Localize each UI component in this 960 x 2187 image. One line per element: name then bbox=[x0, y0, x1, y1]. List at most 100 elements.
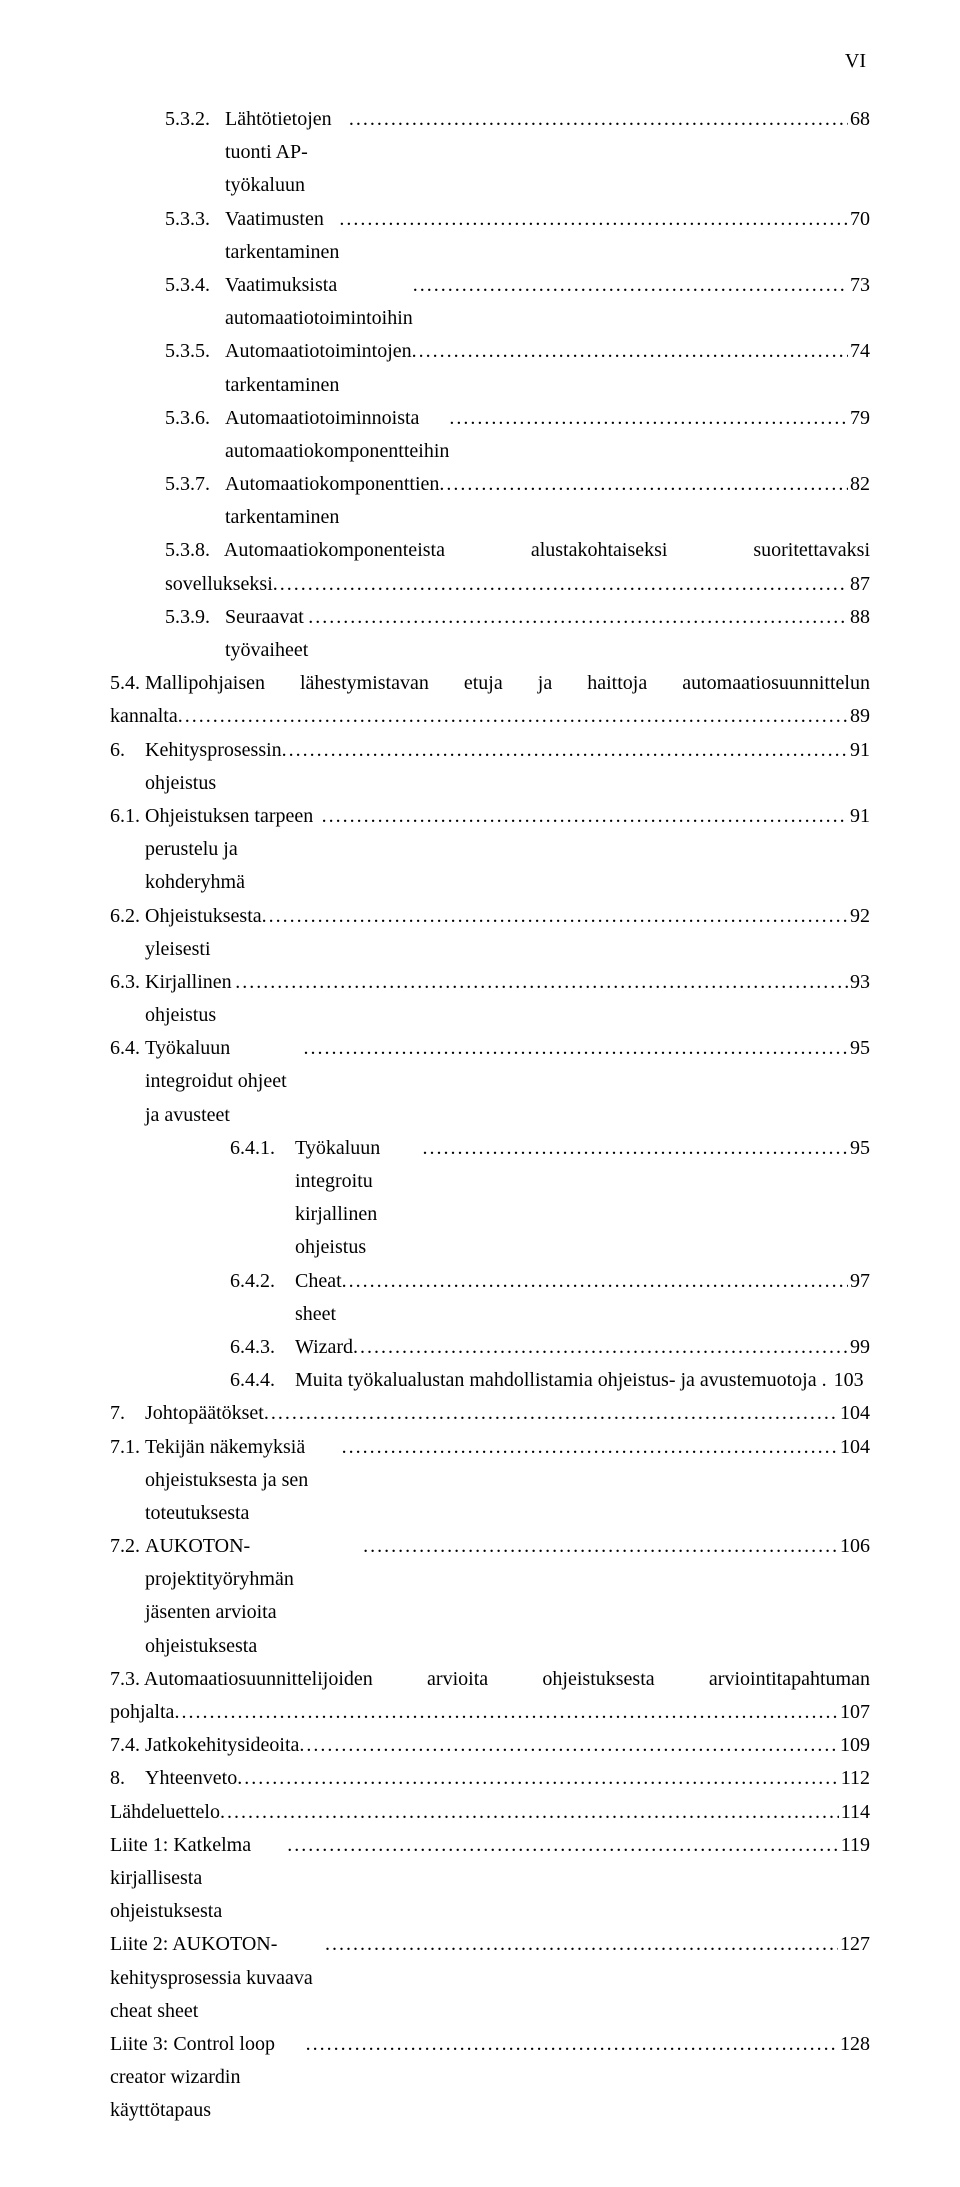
page-number: VI bbox=[110, 50, 870, 73]
toc-leader bbox=[422, 1132, 848, 1165]
toc-entry: 6.4.3. Wizard 99 bbox=[110, 1331, 870, 1364]
toc-entry-page: 99 bbox=[848, 1331, 870, 1364]
toc-entry-page: 107 bbox=[838, 1696, 870, 1729]
toc-entry-label: 6.4.4. bbox=[230, 1364, 295, 1397]
toc-leader bbox=[178, 700, 848, 733]
toc-leader bbox=[339, 203, 848, 236]
toc-entry-title-cont: kannalta bbox=[110, 700, 178, 733]
toc-entry-page: 95 bbox=[848, 1032, 870, 1065]
toc-entry-title: Cheat sheet bbox=[295, 1265, 342, 1331]
toc-entry-title: AUKOTON-projektityöryhmän jäsenten arvio… bbox=[145, 1530, 363, 1663]
toc-entry-page: 74 bbox=[848, 335, 870, 368]
toc-entry-line2: sovellukseksi 87 bbox=[165, 568, 870, 601]
toc-entry-page: 92 bbox=[848, 900, 870, 933]
toc-entry-page: 104 bbox=[838, 1431, 870, 1464]
toc-entry-label: 6.4.3. bbox=[230, 1331, 295, 1364]
toc-entry-page: 104 bbox=[838, 1397, 870, 1430]
toc-entry-title: Ohjeistuksen tarpeen perustelu ja kohder… bbox=[145, 800, 322, 900]
toc-entry-title: Tekijän näkemyksiä ohjeistuksesta ja sen… bbox=[145, 1431, 342, 1531]
toc-entry-title: Lähtötietojen tuonti AP-työkaluun bbox=[225, 103, 349, 203]
toc-entry-title: Jatkokehitysideoita bbox=[145, 1729, 299, 1762]
toc-entry-word: suoritettavaksi bbox=[753, 534, 870, 567]
toc-entry-page: 91 bbox=[848, 734, 870, 767]
toc-leader bbox=[325, 1928, 838, 1961]
toc-entry-page: 127 bbox=[838, 1928, 870, 1961]
toc-entry: Liite 3: Control loop creator wizardin k… bbox=[110, 2028, 870, 2128]
toc-entry-page: 119 bbox=[839, 1829, 870, 1862]
toc-entry-label: 6.4. bbox=[110, 1032, 145, 1065]
toc-entry-word: arviointitapahtuman bbox=[709, 1663, 870, 1696]
toc-entry-label: 7.1. bbox=[110, 1431, 145, 1464]
toc-leader bbox=[322, 800, 848, 833]
toc-entry-page: 109 bbox=[838, 1729, 870, 1762]
toc-entry: Liite 1: Katkelma kirjallisesta ohjeistu… bbox=[110, 1829, 870, 1929]
toc-entry-title: Muita työkalualustan mahdollistamia ohje… bbox=[295, 1364, 817, 1397]
toc-entry-line2: pohjalta107 bbox=[110, 1696, 870, 1729]
toc-leader bbox=[439, 468, 848, 501]
toc-entry-page: 91 bbox=[848, 800, 870, 833]
toc-entry-label: 6.2. bbox=[110, 900, 145, 933]
toc-entry-title: Automaatiotoiminnoista automaatiokompone… bbox=[225, 402, 449, 468]
toc-entry-title: Liite 3: Control loop creator wizardin k… bbox=[110, 2028, 306, 2128]
toc-entry: Liite 2: AUKOTON-kehitysprosessia kuvaav… bbox=[110, 1928, 870, 2028]
toc-entry-page: 68 bbox=[848, 103, 870, 136]
toc-leader bbox=[264, 1397, 838, 1430]
toc-entry-word: ohjeistuksesta bbox=[542, 1663, 654, 1696]
toc-entry-separator: . bbox=[817, 1364, 832, 1397]
toc-entry-title: Kirjallinen ohjeistus bbox=[145, 966, 235, 1032]
toc-entry: 6.4.1. Työkaluun integroitu kirjallinen … bbox=[110, 1132, 870, 1265]
toc-leader bbox=[220, 1796, 839, 1829]
toc-entry-label: 6.4.2. bbox=[230, 1265, 295, 1298]
toc-leader bbox=[235, 966, 848, 999]
toc-entry-label: 5.3.6. bbox=[165, 402, 225, 435]
toc-leader bbox=[282, 734, 848, 767]
toc-entry-label: 5.3.5. bbox=[165, 335, 225, 368]
toc-entry: 5.3.4. Vaatimuksista automaatiotoimintoi… bbox=[110, 269, 870, 335]
toc-entry-page: 128 bbox=[838, 2028, 870, 2061]
toc-entry-word: alustakohtaiseksi bbox=[531, 534, 668, 567]
toc-entry: 7.4. Jatkokehitysideoita 109 bbox=[110, 1729, 870, 1762]
toc-entry-page: 97 bbox=[848, 1265, 870, 1298]
toc-entry-label: 6.1. bbox=[110, 800, 145, 833]
toc-entry-title: Wizard bbox=[295, 1331, 353, 1364]
toc-entry-page: 79 bbox=[848, 402, 870, 435]
toc-entry: 6.2. Ohjeistuksesta yleisesti92 bbox=[110, 900, 870, 966]
toc-entry-label: 7.4. bbox=[110, 1729, 145, 1762]
toc-entry: 6.4.2. Cheat sheet 97 bbox=[110, 1265, 870, 1331]
toc-entry-title: Seuraavat työvaiheet bbox=[225, 601, 308, 667]
toc-entry-label: 7.3. Automaatiosuunnittelijoiden bbox=[110, 1663, 373, 1696]
toc-entry-title: Työkaluun integroidut ohjeet ja avusteet bbox=[145, 1032, 303, 1132]
toc-entry-word: ja bbox=[538, 667, 552, 700]
toc-entry-label: 7. bbox=[110, 1397, 145, 1430]
toc-leader bbox=[342, 1265, 848, 1298]
toc-entry-page: 95 bbox=[848, 1132, 870, 1165]
toc-entry-label: 5.4. Mallipohjaisen bbox=[110, 667, 265, 700]
toc-entry-page: 88 bbox=[848, 601, 870, 634]
toc-leader bbox=[174, 1696, 838, 1729]
toc-entry-word: lähestymistavan bbox=[300, 667, 429, 700]
toc-entry-title-cont: sovellukseksi bbox=[165, 568, 273, 601]
toc-entry-page: 103 bbox=[832, 1364, 864, 1397]
toc-entry: 6.1. Ohjeistuksen tarpeen perustelu ja k… bbox=[110, 800, 870, 900]
toc-entry-page: 73 bbox=[848, 269, 870, 302]
toc-leader bbox=[353, 1331, 848, 1364]
toc-entry-label: 5.3.9. bbox=[165, 601, 225, 634]
toc-leader bbox=[342, 1431, 838, 1464]
toc-entry-label: 6.4.1. bbox=[230, 1132, 295, 1165]
toc-entry-title: Työkaluun integroitu kirjallinen ohjeist… bbox=[295, 1132, 422, 1265]
toc-entry-label: 5.3.4. bbox=[165, 269, 225, 302]
toc-entry-page: 87 bbox=[848, 568, 870, 601]
toc-entry-title: Johtopäätökset bbox=[145, 1397, 264, 1430]
toc-leader bbox=[449, 402, 848, 435]
toc-entry-label: 5.3.3. bbox=[165, 203, 225, 236]
toc-entry: 5.3.3. Vaatimusten tarkentaminen70 bbox=[110, 203, 870, 269]
toc-entry: 7. Johtopäätökset 104 bbox=[110, 1397, 870, 1430]
toc-entry-line2: kannalta89 bbox=[110, 700, 870, 733]
toc-entry: 7.3. Automaatiosuunnittelijoidenarvioita… bbox=[110, 1663, 870, 1729]
toc-leader bbox=[262, 900, 848, 933]
page-container: VI 5.3.2. Lähtötietojen tuonti AP-työkal… bbox=[0, 0, 960, 2187]
toc-entry-label: 8. bbox=[110, 1762, 145, 1795]
toc-entry-title: Liite 2: AUKOTON-kehitysprosessia kuvaav… bbox=[110, 1928, 325, 2028]
toc-entry-line1: 5.4. Mallipohjaisenlähestymistavanetujaj… bbox=[110, 667, 870, 700]
toc-entry: 5.3.2. Lähtötietojen tuonti AP-työkaluun… bbox=[110, 103, 870, 203]
